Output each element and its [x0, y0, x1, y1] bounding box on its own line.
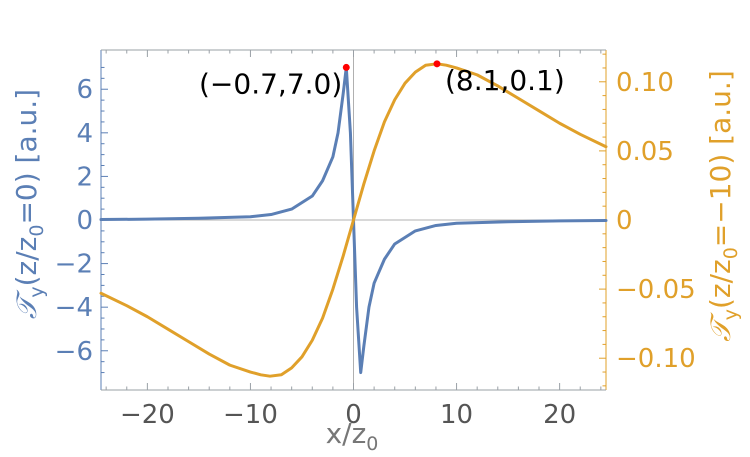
peak-marker [433, 60, 441, 68]
y-left-tick-label: −2 [55, 250, 93, 280]
y-right-tick-label: 0.10 [616, 68, 674, 98]
x-tick-label: 20 [543, 400, 576, 430]
x-tick-label: 10 [440, 400, 473, 430]
x-tick-label: 0 [345, 400, 362, 430]
y-left-tick-label: 6 [76, 75, 93, 105]
y-right-tick-label: 0.05 [616, 137, 674, 167]
peak-marker [342, 63, 350, 71]
peak-marker-label: (−0.7,7.0) [199, 67, 342, 100]
x-axis-label: x/z0 [326, 417, 379, 455]
y-left-tick-label: 2 [76, 162, 93, 192]
y-axis-right-label: 𝒯y(z/z0=−10) [a.u.] [704, 70, 742, 342]
y-left-tick-label: 0 [76, 206, 93, 236]
y-axis-left-label: 𝒯y(z/z0=0) [a.u.] [10, 89, 48, 319]
y-right-tick-label: −0.10 [616, 344, 696, 374]
y-left-tick-label: 4 [76, 119, 93, 149]
y-right-tick-label: −0.05 [616, 275, 696, 305]
y-right-tick-label: 0 [616, 206, 633, 236]
y-left-tick-label: −4 [55, 293, 93, 323]
peak-marker-label: (8.1,0.1) [445, 64, 565, 97]
y-left-tick-label: −6 [55, 337, 93, 367]
series-line-right [99, 62, 608, 378]
x-tick-label: −10 [223, 400, 278, 430]
x-tick-label: −20 [120, 400, 175, 430]
